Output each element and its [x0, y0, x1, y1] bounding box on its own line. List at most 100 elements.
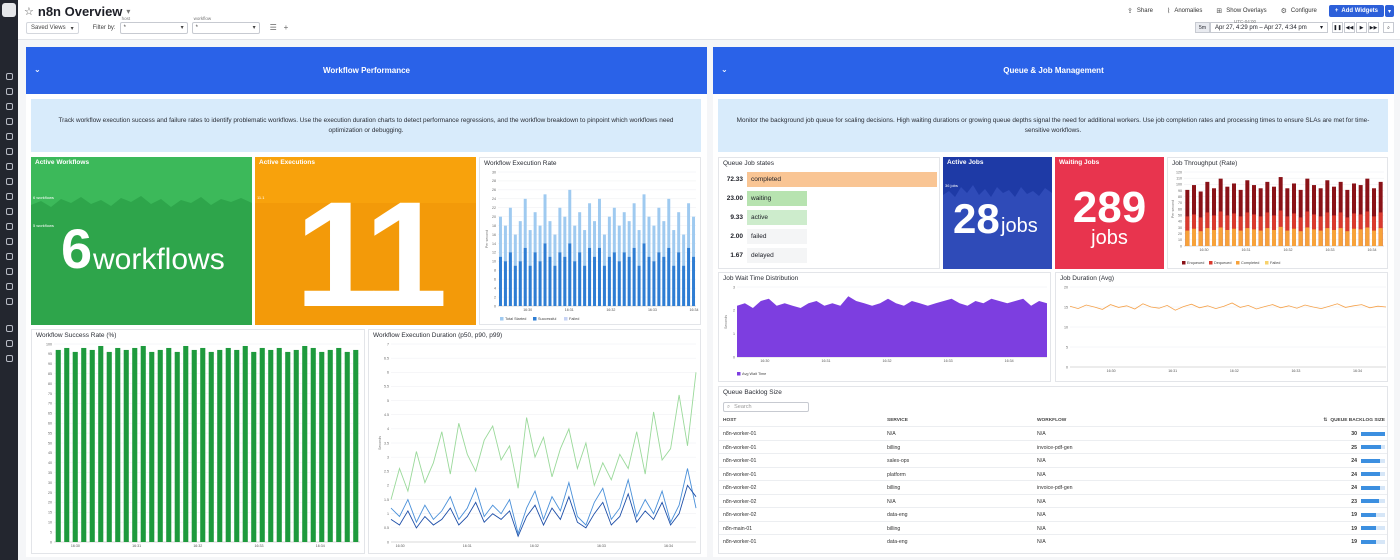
- active-workflows-widget[interactable]: Active Workflows 6 workflows 5 workflows…: [31, 157, 252, 325]
- anomalies-button[interactable]: ⌇ Anomalies: [1167, 7, 1202, 15]
- successful-bar: [583, 265, 587, 306]
- job-states-widget[interactable]: Queue Job states 72.33 completed 23.00 wait…: [718, 157, 940, 269]
- table-row[interactable]: n8n-worker-01 billing invoice-pdf-gen 25: [719, 439, 1387, 454]
- notebooks-icon[interactable]: [5, 253, 13, 260]
- security-icon[interactable]: [5, 223, 13, 230]
- completed-bar: [1205, 228, 1210, 246]
- widget-title: Workflow Execution Rate: [484, 160, 557, 167]
- time-frame-button[interactable]: 5m: [1195, 22, 1210, 33]
- add-widgets-menu-button[interactable]: ▾: [1385, 5, 1394, 17]
- column-header-workflow[interactable]: WORKFLOW: [1037, 418, 1067, 423]
- active-executions-widget[interactable]: Active Executions 11.1 11: [255, 157, 476, 325]
- successful-bar: [518, 261, 522, 306]
- recent-icon[interactable]: [5, 88, 13, 95]
- search-icon[interactable]: [5, 73, 13, 80]
- service-mgmt-icon[interactable]: [5, 298, 13, 305]
- watchdog-icon[interactable]: [5, 103, 13, 110]
- cost-icon[interactable]: [5, 268, 13, 275]
- saved-views-dropdown[interactable]: Saved Views ▾: [26, 22, 79, 34]
- incidents-icon[interactable]: [5, 283, 13, 290]
- rewind-icon[interactable]: ◀◀: [1344, 22, 1355, 33]
- success-rate-widget[interactable]: Workflow Success Rate (%) 0 5 10 15 20 25 30 35…: [31, 329, 365, 554]
- table-row[interactable]: n8n-worker-02 N/A N/A 23: [719, 493, 1387, 508]
- toplist-bar: completed: [747, 172, 937, 187]
- column-header-queue-backlog-size[interactable]: ⇅ QUEUE BACKLOG SIZE: [1323, 418, 1385, 423]
- job-throughput-widget[interactable]: Job Throughput (Rate) 0 10 20 30 40 50 60 70 80 9…: [1167, 157, 1388, 269]
- job-duration-widget[interactable]: Job Duration (Avg) 0 5 10 15 20 16:30 16:31 16:…: [1055, 272, 1388, 382]
- logs-icon[interactable]: [5, 208, 13, 215]
- active-jobs-widget[interactable]: Active Jobs 36 jobs 28 jobs: [943, 157, 1052, 269]
- add-widgets-button[interactable]: + Add Widgets: [1328, 5, 1384, 17]
- y-tick-label: 16: [492, 233, 496, 237]
- chevron-down-icon[interactable]: ⌄: [721, 65, 728, 74]
- infrastructure-icon[interactable]: [5, 193, 13, 200]
- completed-bar: [1258, 230, 1263, 246]
- chevron-down-icon[interactable]: ⌄: [34, 65, 41, 74]
- execution-rate-widget[interactable]: Workflow Execution Rate 0 2 4 6 8 10 12 14 16 18 2…: [479, 157, 701, 325]
- dashboards-icon[interactable]: [5, 118, 13, 125]
- group-header[interactable]: ⌄ Workflow Performance: [26, 47, 707, 94]
- toplist-row[interactable]: 1.67 delayed: [723, 248, 807, 263]
- toplist-row[interactable]: 2.00 failed: [723, 229, 807, 244]
- table-row[interactable]: n8n-worker-01 platform N/A 24: [719, 466, 1387, 481]
- chevron-down-icon[interactable]: ▾: [126, 7, 131, 16]
- edit-variables-icon[interactable]: ☰: [269, 23, 277, 32]
- y-tick-label: 1: [733, 332, 735, 336]
- widget-title: Queue Backlog Size: [723, 389, 782, 396]
- show-overlays-button[interactable]: ⊞ Show Overlays: [1216, 7, 1266, 15]
- search-input[interactable]: ⌕ Search: [723, 402, 809, 412]
- gear-icon: ⚙: [1280, 8, 1287, 15]
- table-row[interactable]: n8n-main-01 billing N/A 19: [719, 520, 1387, 535]
- completed-bar: [1325, 228, 1330, 246]
- queue-backlog-widget[interactable]: Queue Backlog Size ⌕ Search HOST SERVICE…: [718, 386, 1388, 554]
- wait-time-widget[interactable]: Job Wait Time Distribution 0 1 2 3 16:30 16:3…: [718, 272, 1051, 382]
- table-row[interactable]: n8n-worker-01 N/A N/A 30: [719, 426, 1387, 440]
- completed-bar: [1225, 229, 1230, 246]
- team-icon[interactable]: [5, 355, 13, 362]
- fast-forward-icon[interactable]: ▶▶: [1368, 22, 1379, 33]
- group-header[interactable]: ⌄ Queue & Job Management: [713, 47, 1394, 94]
- add-variable-icon[interactable]: +: [283, 23, 289, 32]
- table-row[interactable]: n8n-worker-01 data-eng N/A 19: [719, 534, 1387, 548]
- toplist-row[interactable]: 9.33 active: [723, 210, 807, 225]
- column-header-service[interactable]: SERVICE: [887, 418, 908, 423]
- toplist-row[interactable]: 72.33 completed: [723, 172, 937, 187]
- waiting-jobs-widget[interactable]: Waiting Jobs 289 jobs: [1055, 157, 1164, 269]
- dashboard-title[interactable]: n8n Overview: [37, 4, 123, 19]
- time-range-picker[interactable]: Apr 27, 4:29 pm – Apr 27, 4:34 pm ▾: [1210, 22, 1328, 33]
- apm-icon[interactable]: [5, 178, 13, 185]
- successful-bar: [647, 256, 651, 306]
- table-row[interactable]: n8n-worker-01 sales-ops N/A 24: [719, 453, 1387, 467]
- favorite-star-icon[interactable]: ☆: [24, 6, 34, 18]
- completed-bar: [1192, 228, 1196, 246]
- table-row[interactable]: n8n-worker-02 billing invoice-pdf-gen 24: [719, 480, 1387, 494]
- configure-button[interactable]: ⚙ Configure: [1281, 7, 1317, 15]
- app-logo[interactable]: [2, 3, 16, 17]
- widget-title: Job Duration (Avg): [1060, 275, 1115, 282]
- metrics-icon[interactable]: [5, 148, 13, 155]
- integrations-icon[interactable]: [5, 163, 13, 170]
- query-value: 11: [295, 170, 448, 325]
- cell-service: billing: [887, 525, 901, 532]
- pause-icon[interactable]: ❚❚: [1332, 22, 1343, 33]
- help-icon[interactable]: [5, 340, 13, 347]
- play-icon[interactable]: ▶: [1356, 22, 1367, 33]
- execution-duration-widget[interactable]: Workflow Execution Duration (p50, p90, p…: [368, 329, 701, 554]
- table-row[interactable]: n8n-worker-02 data-eng N/A 19: [719, 507, 1387, 521]
- toplist-row[interactable]: 23.00 waiting: [723, 191, 808, 206]
- success-rate-bar: [140, 345, 146, 542]
- legend-swatch: [500, 317, 504, 321]
- cell-host: n8n-worker-01: [723, 471, 757, 478]
- cell-workflow: N/A: [1037, 525, 1046, 532]
- share-button[interactable]: ⇪ Share: [1127, 7, 1153, 15]
- y-tick-label: 5: [1066, 345, 1068, 349]
- workflow-variable-select[interactable]: workflow * ▾: [191, 16, 260, 34]
- monitors-icon[interactable]: [5, 133, 13, 140]
- zoom-icon[interactable]: ⌕: [1383, 22, 1394, 33]
- ux-monitoring-icon[interactable]: [5, 238, 13, 245]
- column-header-host[interactable]: HOST: [723, 418, 737, 423]
- host-variable-select[interactable]: host * ▾: [119, 16, 188, 34]
- integrations-list-icon[interactable]: [5, 325, 13, 332]
- sparkline-area: [255, 203, 476, 325]
- y-tick-label: 30: [1178, 226, 1182, 230]
